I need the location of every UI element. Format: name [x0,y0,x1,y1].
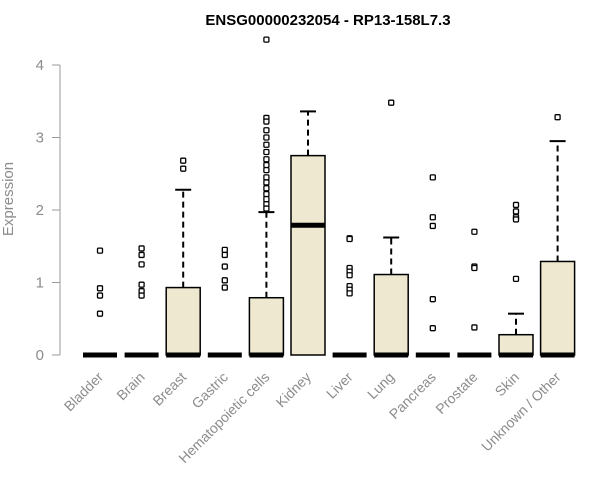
outlier-point [512,275,520,283]
outlier-point [138,251,145,259]
outlier-point [346,235,353,243]
outlier-point [221,251,228,259]
iqr-box [165,286,201,356]
y-tick-label: 0 [36,347,44,364]
outlier-point [96,292,104,299]
box-3 [207,246,242,358]
outlier-point [138,245,145,252]
box-10 [498,201,534,358]
x-tick-label: Skin [492,369,523,400]
box-9 [457,228,492,358]
box-5 [290,110,326,356]
boxes-group [83,36,576,358]
box-6 [332,235,367,358]
outlier-point [138,292,145,299]
outlier-point [221,284,228,291]
outlier-point [180,165,187,172]
outlier-point [263,166,270,174]
x-tick-label: Unknown / Other [478,369,564,455]
outlier-point [263,205,270,212]
outlier-point [388,99,395,106]
outlier-point [138,261,145,268]
outlier-point [263,148,270,156]
outlier-point [429,174,436,181]
outlier-point [180,157,187,164]
x-tick-label: Breast [149,369,189,409]
outlier-point [263,185,270,192]
box-8 [415,174,450,358]
x-tick-label: Liver [323,369,356,402]
iqr-box [373,273,409,356]
x-tick-label: Bladder [61,369,107,415]
outlier-point [263,36,270,43]
outlier-point [471,264,478,272]
outlier-point [221,263,228,270]
box-1 [124,245,159,358]
chart-title: ENSG00000232054 - RP13-158L7.3 [205,12,450,29]
outlier-point [221,277,228,284]
outlier-point [512,216,520,223]
outlier-point [429,214,436,221]
outlier-point [429,222,436,230]
box-4 [248,36,285,358]
outlier-point [554,114,561,121]
outlier-point [263,134,270,141]
box-11 [539,114,576,358]
x-tick-label: Prostate [432,369,480,417]
outlier-point [346,272,353,279]
y-axis-label: Expression [0,162,17,236]
box-0 [83,247,117,358]
outlier-point [263,156,270,163]
y-tick-label: 2 [36,202,44,219]
outlier-point [263,195,270,203]
outlier-point [263,179,270,186]
x-tick-label: Kidney [273,369,315,411]
y-tick-label: 3 [36,130,44,147]
outlier-point [471,228,478,235]
y-tick-label: 1 [36,275,44,292]
iqr-box [539,260,576,356]
outlier-point [263,118,270,125]
x-tick-label: Lung [364,369,397,402]
iqr-box [290,154,326,356]
outlier-point [96,247,104,254]
outlier-point [221,246,228,254]
outlier-point [96,310,104,317]
outlier-point [263,174,270,181]
outlier-point [263,141,270,148]
outlier-point [346,290,353,297]
outlier-point [263,190,270,198]
outlier-point [471,324,478,331]
y-axis: 0 1 2 3 4 [36,57,61,364]
x-tick-label: Brain [113,369,147,403]
box-2 [165,157,201,358]
outlier-point [512,201,520,209]
outlier-point [263,127,270,134]
outlier-point [138,281,145,288]
iqr-box [498,333,534,356]
outlier-point [429,325,436,332]
outlier-point [429,296,436,303]
box-7 [373,99,409,358]
outlier-point [96,285,104,292]
y-tick-label: 4 [36,57,44,74]
outlier-point [512,208,520,215]
outlier-point [263,161,270,169]
iqr-box [248,296,285,356]
